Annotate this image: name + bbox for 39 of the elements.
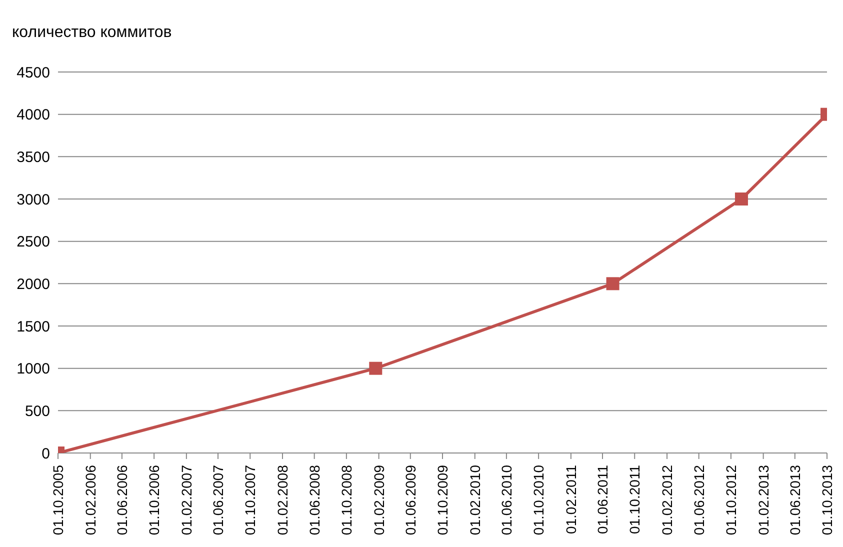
y-tick-label: 3500 [16,148,50,166]
x-tick-label: 01.06.2012 [690,464,707,536]
x-tick-label: 01.02.2011 [562,464,579,534]
x-tick-label: 01.02.2006 [82,464,98,536]
point [734,192,748,206]
x-tick-label: 01.06.2007 [210,464,226,536]
x-tick-label: 01.10.2006 [146,464,162,536]
x-tick-label: 01.10.2007 [242,464,258,536]
x-tick-label: 01.10.2008 [338,464,354,536]
x-tick-label: 01.02.2012 [658,464,675,536]
x-tick-label: 01.10.2010 [530,464,547,536]
y-tick-label: 0 [42,445,50,462]
x-tick-label: 01.06.2010 [498,464,514,536]
y-tick-label: 3000 [16,191,50,208]
point [606,277,620,290]
x-tick-label: 01.06.2008 [306,464,322,536]
x-tick-label: 01.02.2009 [370,464,387,536]
x-tick-label: 01.10.2009 [434,464,450,536]
x-tick-label: 01.10.2013 [819,464,835,536]
point [369,362,382,375]
y-axis-title: количество коммитов [12,24,172,42]
x-tick-label: 01.02.2010 [466,464,483,536]
x-tick-label: 01.02.2008 [274,464,290,536]
y-tick-label: 1500 [16,318,50,336]
x-tick-label: 01.02.2013 [755,464,772,536]
x-tick-label: 01.06.2006 [114,464,130,536]
y-tick-label: 500 [24,402,50,420]
x-tick-label: 01.06.2013 [786,464,803,536]
y-tick-label: 2000 [16,276,50,293]
x-tick-label: 01.06.2011 [594,464,611,534]
x-tick-label: 01.10.2005 [50,464,66,536]
x-tick-label: 01.02.2007 [178,464,194,536]
y-tick-label: 2500 [16,234,50,251]
y-tick-label: 4000 [16,106,50,124]
y-tick-label: 4500 [16,64,50,82]
x-tick-label: 01.10.2012 [722,464,739,536]
x-tick-label: 01.10.2011 [626,464,643,534]
y-tick-label: 1000 [16,360,50,378]
x-tick-label: 01.06.2009 [402,464,418,536]
